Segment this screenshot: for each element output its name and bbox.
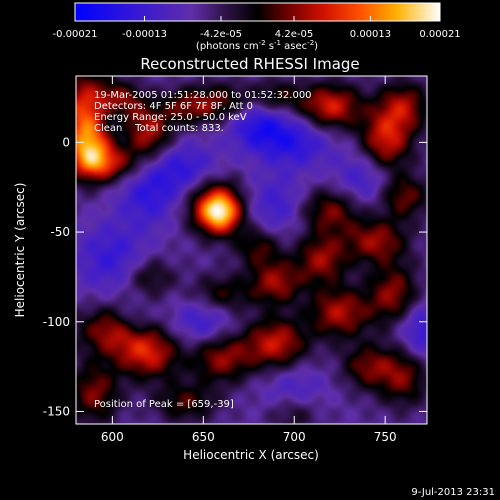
colorbar-tick-label: 4.2e-05 xyxy=(275,29,313,40)
annotation-line-detectors: Detectors: 4F 5F 6F 7F 8F, Att 0 xyxy=(94,101,253,112)
peak-position-label: Position of Peak = [659,-39] xyxy=(94,399,234,410)
colorbar-tick-label: 0.00013 xyxy=(350,29,391,40)
annotation-line-energy: Energy Range: 25.0 - 50.0 keV xyxy=(94,112,247,123)
x-axis-ticks: 600 650 700 750 xyxy=(101,76,397,444)
colorbar-gradient xyxy=(74,2,441,22)
y-axis-ticks: 0 -50 -100 -150 xyxy=(43,135,427,418)
annotation-line-clean: Clean Total counts: 833. xyxy=(94,123,224,134)
y-tick-label: -150 xyxy=(43,404,70,418)
x-axis-label: Heliocentric X (arcsec) xyxy=(183,448,319,462)
plot-area xyxy=(75,75,428,425)
annotation-block: 19-Mar-2005 01:51:28.000 to 01:52:32.000… xyxy=(94,90,312,134)
x-tick-label: 750 xyxy=(374,430,397,444)
colorbar-tick-label: -0.00021 xyxy=(53,29,98,40)
colorbar-ticks: -0.00021 -0.00013 -4.2e-05 4.2e-05 0.00013 0.… xyxy=(53,16,461,40)
colorbar-unit-label: (photons cm-2 s-1 asec-2) xyxy=(196,39,318,52)
annotation-line-time: 19-Mar-2005 01:51:28.000 to 01:52:32.000 xyxy=(94,90,312,101)
heatmap-image xyxy=(76,76,427,424)
footer-date: 9-Jul-2013 23:31 xyxy=(411,487,495,498)
colorbar-tick-label: 0.00021 xyxy=(419,29,460,40)
colorbar: -0.00021 -0.00013 -4.2e-05 4.2e-05 0.00013 0.… xyxy=(53,2,461,52)
y-tick-label: 0 xyxy=(62,135,70,149)
x-tick-label: 600 xyxy=(101,430,124,444)
plot-frame xyxy=(75,75,428,425)
colorbar-tick-label: -0.00013 xyxy=(122,29,167,40)
y-axis-label: Heliocentric Y (arcsec) xyxy=(13,183,27,318)
y-tick-label: -100 xyxy=(43,315,70,329)
chart-title: Reconstructed RHESSI Image xyxy=(140,55,359,73)
x-tick-label: 650 xyxy=(192,430,215,444)
y-tick-label: -50 xyxy=(50,225,70,239)
x-tick-label: 700 xyxy=(283,430,306,444)
colorbar-tick-label: -4.2e-05 xyxy=(200,29,242,40)
